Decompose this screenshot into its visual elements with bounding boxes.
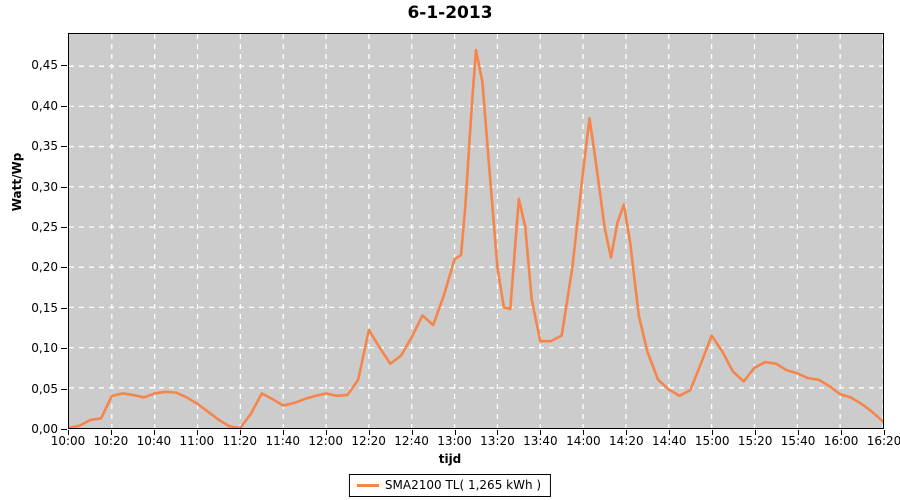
y-axis-tick-mark — [61, 388, 67, 390]
x-axis-tick-mark — [153, 430, 155, 435]
y-axis-tick-label: 0,10 — [31, 341, 58, 356]
x-axis-tick-mark — [325, 430, 327, 435]
x-axis-tick-label: 11:20 — [222, 434, 258, 448]
y-axis-tick-mark — [61, 226, 67, 228]
x-axis-tick-label: 16:20 — [866, 434, 900, 448]
y-axis-tick-label: 0,05 — [31, 381, 58, 396]
y-axis-tick-mark — [61, 146, 67, 148]
y-axis-tick-label: 0,00 — [31, 422, 58, 436]
x-axis-tick-label: 15:20 — [737, 434, 773, 448]
x-axis-tick-label: 12:00 — [308, 434, 343, 448]
x-axis-label: tijd — [438, 452, 462, 466]
series-line-sma2100 — [69, 34, 883, 428]
x-axis-tick-label: 10:40 — [136, 434, 172, 448]
x-axis-tick-mark — [282, 430, 284, 435]
y-axis-tick-mark — [61, 267, 67, 269]
x-axis-tick-mark — [798, 430, 800, 435]
x-axis-tick-mark — [68, 430, 69, 435]
x-axis-tick-mark — [755, 430, 757, 435]
x-axis-tick-label: 10:20 — [93, 434, 129, 448]
y-axis-tick-mark — [61, 348, 67, 350]
y-axis-tick-label: 0,40 — [31, 98, 58, 113]
x-axis-tick-mark — [841, 430, 843, 435]
x-axis-tick-mark — [454, 430, 456, 435]
x-axis-tick-label: 14:40 — [651, 434, 687, 448]
legend: SMA2100 TL( 1,265 kWh ) — [348, 474, 552, 497]
y-axis-tick-mark — [61, 65, 67, 67]
x-axis-tick-mark — [497, 430, 499, 435]
y-axis-tick-mark — [61, 105, 67, 107]
plot-area — [68, 33, 884, 429]
x-axis-tick-label: 11:40 — [265, 434, 301, 448]
x-axis-tick-label: 16:00 — [823, 434, 859, 448]
y-axis-tick-mark — [61, 429, 67, 430]
y-axis-tick-group: 0,00 0,05 0,10 0,15 0,20 0,25 0,30 0,35 0,40 0,45 — [0, 33, 68, 436]
x-axis-tick-label: 15:00 — [694, 434, 730, 448]
y-axis-tick-mark — [61, 307, 67, 309]
legend-line-swatch-icon — [356, 483, 379, 487]
y-axis-tick-label: 0,15 — [31, 300, 58, 315]
x-axis-tick-mark — [540, 430, 542, 435]
chart-title: 6-1-2013 — [407, 3, 493, 23]
x-axis-tick-mark — [583, 430, 585, 435]
x-axis-tick-label: 12:40 — [394, 434, 429, 448]
x-axis-tick-mark — [884, 430, 885, 435]
x-axis-tick-mark — [712, 430, 714, 435]
x-axis-tick-mark — [239, 430, 241, 435]
y-axis-tick-label: 0,30 — [31, 179, 58, 194]
x-axis-tick-mark — [626, 430, 628, 435]
x-axis-tick-label: 13:00 — [437, 434, 472, 448]
y-axis-tick-mark — [61, 186, 67, 188]
x-axis-tick-mark — [669, 430, 671, 435]
x-axis-tick-mark — [411, 430, 413, 435]
y-axis-tick-label: 0,35 — [31, 139, 58, 154]
x-axis-tick-label: 14:20 — [609, 434, 644, 448]
y-axis-tick-label: 0,20 — [31, 260, 58, 275]
x-axis-tick-label: 14:00 — [566, 434, 601, 448]
x-axis-tick-label: 13:40 — [523, 434, 558, 448]
x-axis-tick-label: 10:00 — [50, 434, 86, 448]
legend-entry-label: SMA2100 TL( 1,265 kWh ) — [384, 478, 542, 492]
x-axis-tick-label: 13:20 — [480, 434, 515, 448]
x-axis-tick-group: 10:00 10:20 10:40 11:00 11:20 11:40 12:00 12:20… — [51, 430, 900, 454]
x-axis-tick-label: 11:00 — [179, 434, 215, 448]
y-axis-tick-label: 0,25 — [31, 219, 58, 234]
x-axis-tick-mark — [368, 430, 370, 435]
x-axis-tick-label: 15:40 — [780, 434, 816, 448]
x-axis-tick-label: 12:20 — [351, 434, 386, 448]
x-axis-tick-mark — [110, 430, 112, 435]
x-axis-tick-mark — [196, 430, 198, 435]
y-axis-tick-label: 0,45 — [31, 58, 58, 73]
